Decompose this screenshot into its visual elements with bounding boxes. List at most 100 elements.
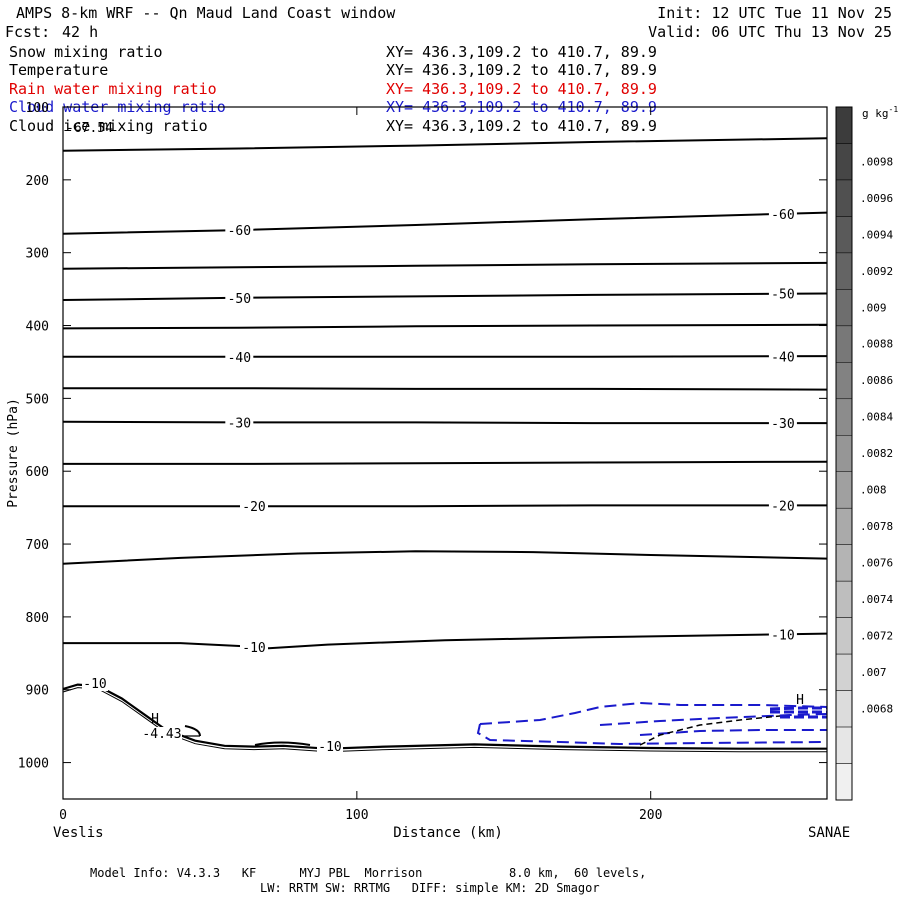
isotherm-line	[63, 460, 827, 465]
y-tick-label: 700	[26, 538, 49, 553]
colorbar-label: .0096	[860, 192, 893, 205]
variable-name: Snow mixing ratio	[9, 43, 163, 61]
x-tick-label: 0	[59, 808, 67, 823]
y-axis-title: Pressure (hPa)	[6, 398, 21, 508]
isotherm-label: -10	[771, 628, 794, 643]
valid-time: Valid: 06 UTC Thu 13 Nov 25	[648, 23, 892, 41]
colorbar: .0098 .0096 .0094 .0092 .009 .0088 .0086 .0084.…	[835, 106, 893, 801]
isotherm-label-bg	[225, 349, 254, 364]
colorbar-label: .0092	[860, 265, 893, 278]
colorbar-swatch	[835, 362, 853, 400]
colorbar-swatch	[835, 653, 853, 691]
colorbar-swatch	[835, 690, 853, 728]
variable-xy: XY= 436.3,109.2 to 410.7, 89.9	[386, 117, 657, 135]
isotherm-label: -20	[771, 499, 794, 514]
colorbar-label: .0084	[860, 411, 893, 424]
contour-label: -67.54	[66, 121, 113, 136]
cloud-water-contour	[639, 715, 781, 746]
cross-section-chart: -10 -10 -4.43 H H -67.54 100200300400500…	[6, 101, 898, 841]
colorbar-label: .0094	[860, 228, 893, 241]
colorbar-swatch	[835, 435, 853, 472]
cloud-water-contours	[476, 701, 827, 746]
isotherm-label-bg	[768, 416, 797, 431]
colorbar-label: .0072	[860, 630, 893, 643]
isotherm-label: -30	[771, 417, 794, 432]
y-tick-label: 600	[26, 465, 49, 480]
colorbar-label: .0074	[860, 593, 893, 606]
terrain-line	[63, 687, 827, 753]
colorbar-unit-text: g kg	[862, 107, 889, 120]
cloud-water-contour	[769, 706, 827, 711]
colorbar-swatch	[835, 216, 853, 254]
isotherm-label: -50	[771, 288, 794, 303]
isotherm-line	[63, 292, 827, 301]
variable-name: Rain water mixing ratio	[9, 80, 217, 98]
contour-label: -10	[83, 677, 106, 692]
isotherm-label: -60	[228, 224, 251, 239]
colorbar-swatch	[835, 763, 853, 801]
colorbar-unit-sup: -1	[889, 105, 899, 114]
variable-name: Temperature	[9, 61, 109, 79]
colorbar-label: .0088	[860, 338, 893, 351]
y-tick-label: 100	[26, 101, 49, 116]
y-tick-label: 800	[26, 611, 49, 626]
isotherm-line	[63, 550, 827, 565]
isotherm-label: -60	[771, 208, 794, 223]
high-marker: H	[796, 693, 804, 708]
isotherm-line	[63, 420, 827, 425]
colorbar-label: .0098	[860, 155, 893, 168]
isotherm-label-bg	[768, 627, 797, 642]
x-endpoint-left: Veslis	[53, 825, 104, 841]
colorbar-swatch	[835, 325, 853, 363]
isotherm-line	[63, 323, 827, 330]
isotherm-line	[63, 137, 827, 152]
colorbar-label: .0076	[860, 557, 893, 570]
variable-xy: XY= 436.3,109.2 to 410.7, 89.9	[386, 80, 657, 98]
y-tick-label: 400	[26, 320, 49, 335]
model-info-line1: Model Info: V4.3.3 KF MYJ PBL Morrison 8…	[90, 866, 647, 880]
isotherm-line	[63, 211, 827, 235]
isotherm-label: -30	[228, 416, 251, 431]
colorbar-swatch	[835, 471, 853, 509]
isotherm-label-bg	[240, 499, 268, 514]
isotherm-label: -20	[242, 500, 265, 515]
isotherm-label: -10	[242, 641, 265, 656]
isotherm-label-bg	[768, 349, 797, 364]
isotherm-label: -40	[228, 351, 251, 366]
contour-label: -4.43	[142, 727, 181, 742]
colorbar-swatch	[835, 580, 853, 618]
y-tick-label: 1000	[18, 757, 49, 772]
colorbar-swatch	[835, 726, 853, 764]
y-tick-label: 900	[26, 684, 49, 699]
colorbar-unit: g kg-1	[862, 105, 898, 120]
cloud-water-contour	[639, 729, 827, 736]
contour-labels: -10 -10 -4.43 H H -67.54	[66, 121, 804, 755]
snow-contour	[184, 725, 201, 737]
colorbar-label: .009	[860, 301, 887, 314]
cloud-water-contour	[476, 723, 827, 746]
colorbar-swatch	[835, 179, 853, 217]
isotherm-label-bg	[225, 223, 254, 238]
isotherm-line	[63, 261, 827, 270]
colorbar-frame	[835, 106, 853, 801]
colorbar-label: .0086	[860, 374, 893, 387]
x-tick-label: 100	[345, 808, 368, 823]
isotherm-label-bg	[225, 415, 254, 430]
x-endpoint-right: SANAE	[808, 825, 850, 841]
isotherm-label-bg	[768, 206, 797, 221]
variable-xy: XY= 436.3,109.2 to 410.7, 89.9	[386, 61, 657, 79]
isotherm-line	[63, 632, 827, 650]
isotherm-label-bg	[768, 498, 797, 513]
x-tick-label: 200	[639, 808, 662, 823]
colorbar-swatch	[835, 617, 853, 655]
terrain-contour	[254, 741, 311, 746]
cloud-water-contour	[599, 713, 827, 726]
colorbar-swatch	[835, 289, 853, 327]
y-tick-label: 500	[26, 392, 49, 407]
colorbar-label: .008	[860, 484, 887, 497]
init-time: Init: 12 UTC Tue 11 Nov 25	[657, 4, 892, 22]
axes: 100 200 300 400 500 600 700 800 900 1000 0 100 200	[18, 101, 827, 823]
model-info-line2: LW: RRTM SW: RRTMG DIFF: simple KM: 2D S…	[260, 881, 600, 895]
isotherm-label-bg	[240, 640, 268, 655]
colorbar-label: .0082	[860, 447, 893, 460]
